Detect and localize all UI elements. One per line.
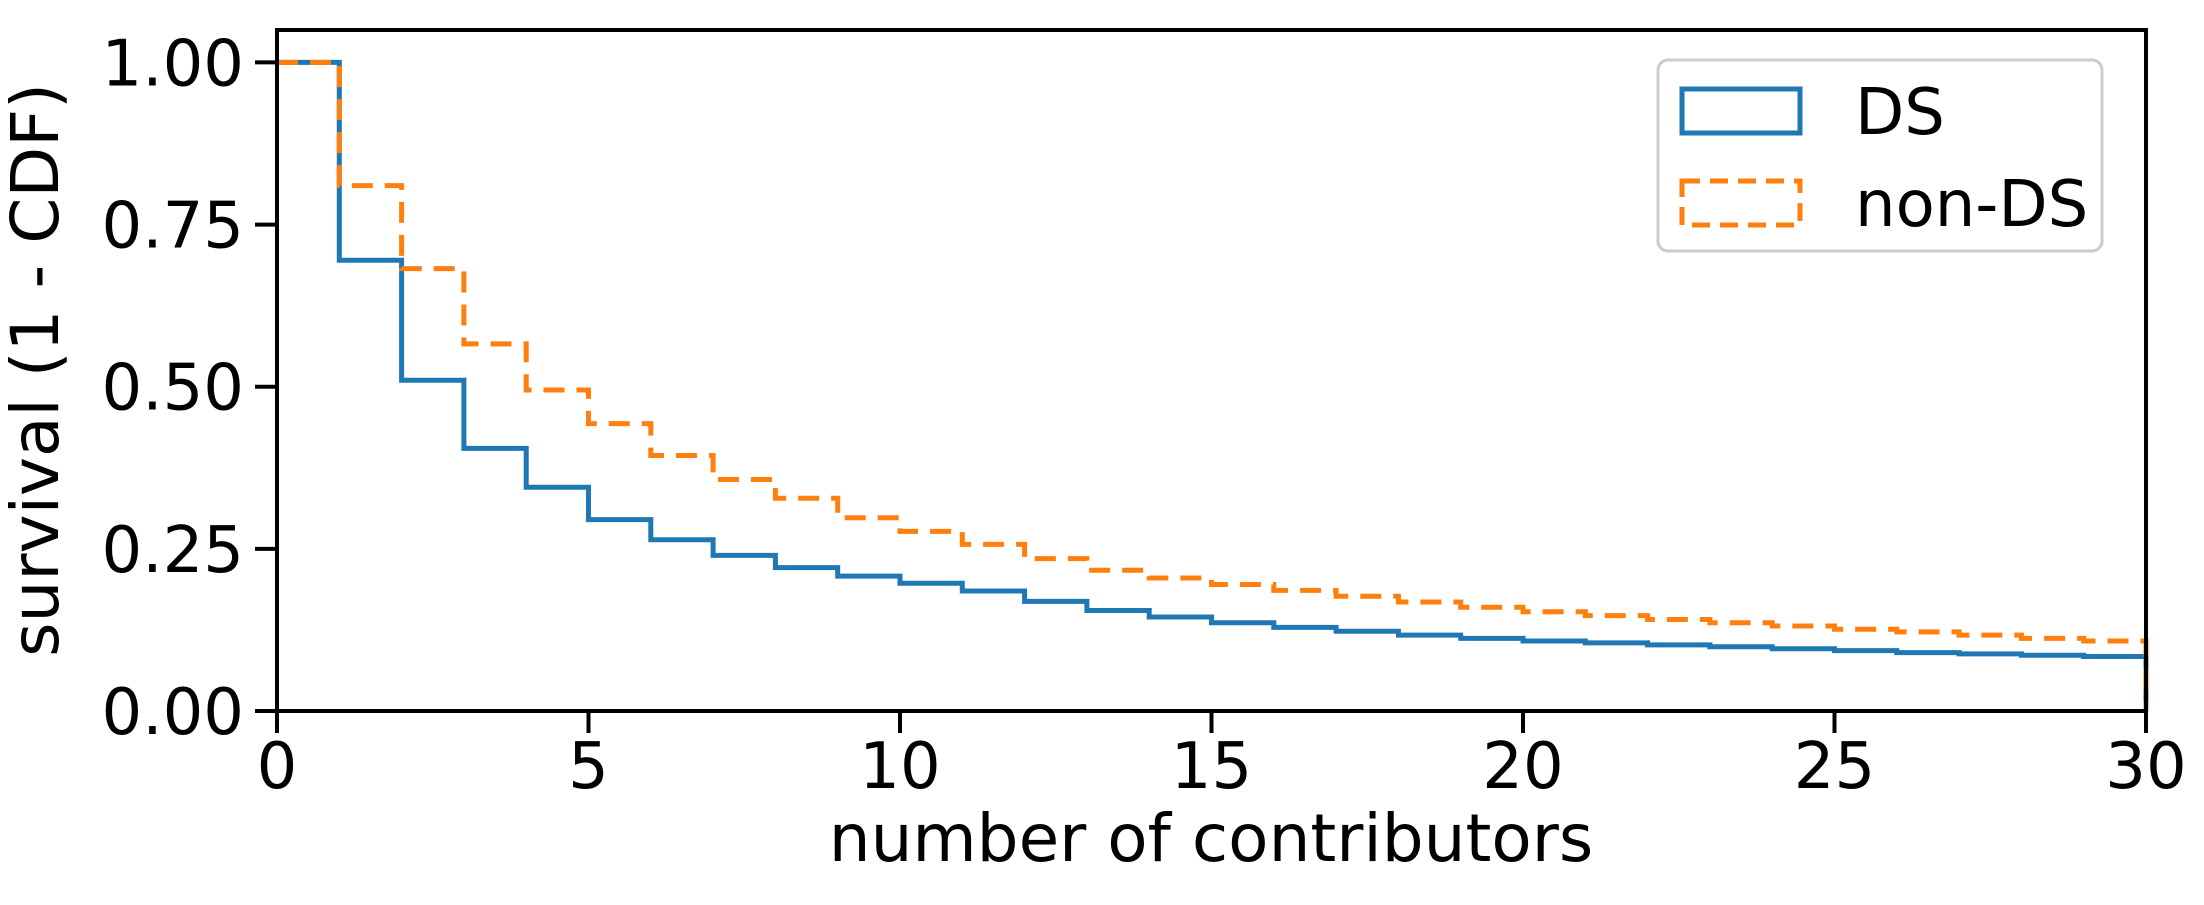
- legend-swatch-non-DS: [1679, 178, 1803, 228]
- x-tick-label: 30: [2105, 730, 2186, 804]
- y-tick-label: 0.75: [102, 190, 245, 264]
- y-axis-label: survival (1 - CDF): [0, 83, 74, 657]
- x-tick-label: 0: [257, 730, 298, 804]
- legend-label-DS: DS: [1855, 76, 1945, 150]
- series-line-non-DS: [277, 59, 2149, 711]
- series-layer: [277, 59, 2149, 711]
- legend-box: [1656, 58, 2104, 253]
- legend-label-non-DS: non-DS: [1855, 168, 2088, 242]
- y-tick-label: 0.50: [102, 352, 245, 426]
- legend-swatch-DS: [1679, 86, 1803, 136]
- plot-frame-layer: [275, 28, 2148, 713]
- x-tick-label: 10: [859, 730, 940, 804]
- x-tick-label: 25: [1794, 730, 1875, 804]
- plot-frame: [275, 28, 2148, 713]
- y-tick-label: 1.00: [102, 27, 245, 101]
- x-tick-label: 15: [1171, 730, 1252, 804]
- series-line-DS: [277, 59, 2149, 711]
- y-tick-label: 0.00: [102, 676, 245, 750]
- y-tick-label: 0.25: [102, 514, 245, 588]
- x-axis-ticks: 0 5 10 15 20 25 30: [257, 713, 2187, 804]
- y-axis-ticks: 0.00 0.25 0.50 0.75 1.00: [102, 27, 275, 750]
- x-axis-label: number of contributors: [829, 800, 1594, 877]
- x-tick-label: 5: [568, 730, 609, 804]
- x-tick-label: 20: [1482, 730, 1563, 804]
- legend: DS non-DS: [1656, 58, 2104, 253]
